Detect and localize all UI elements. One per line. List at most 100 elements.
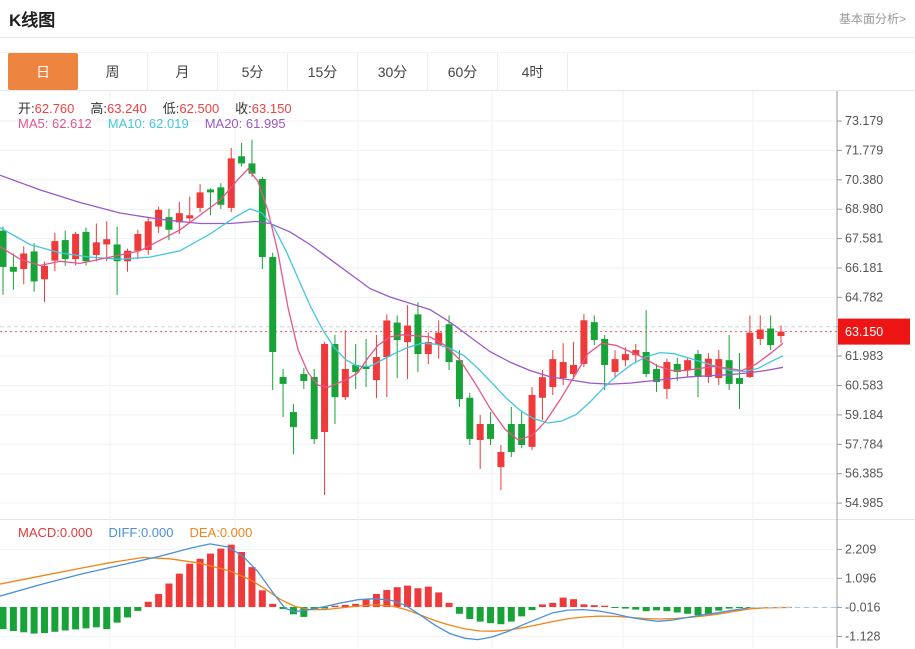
candle-body bbox=[424, 342, 432, 355]
macd-bar bbox=[123, 607, 131, 618]
candle-body bbox=[258, 178, 266, 258]
page-title: K线图 bbox=[9, 11, 56, 30]
macd-bar bbox=[653, 607, 661, 611]
macd-bar bbox=[113, 607, 121, 623]
macd-bar bbox=[736, 607, 744, 608]
candle-body bbox=[289, 412, 297, 428]
tab-period-6[interactable]: 60分 bbox=[428, 53, 498, 90]
price-tick-label: 71.779 bbox=[845, 143, 883, 157]
macd-bar bbox=[362, 599, 370, 607]
macd-chart[interactable]: 2.209 1.096 -0.016 -1.128 bbox=[0, 519, 915, 648]
candle-body bbox=[736, 378, 744, 384]
ma10-line bbox=[0, 208, 784, 424]
macd-tick-label: -1.128 bbox=[845, 629, 880, 643]
candle-body bbox=[227, 158, 235, 208]
candle-body bbox=[372, 357, 380, 381]
candle-body bbox=[487, 424, 495, 439]
macd-bar bbox=[61, 607, 69, 631]
candle-body bbox=[663, 362, 671, 389]
candle-body bbox=[72, 233, 80, 260]
macd-bar bbox=[445, 602, 453, 607]
macd-bar bbox=[331, 605, 339, 607]
tab-period-5[interactable]: 30分 bbox=[358, 53, 428, 90]
tab-period-2[interactable]: 月 bbox=[148, 53, 218, 90]
macd-bar bbox=[725, 607, 733, 609]
candle-body bbox=[725, 360, 733, 384]
candle-body bbox=[341, 368, 349, 398]
macd-bar bbox=[570, 599, 578, 607]
macd-bar bbox=[196, 558, 204, 607]
candle-body bbox=[134, 233, 142, 251]
candle-body bbox=[238, 156, 246, 164]
macd-bar bbox=[424, 586, 432, 607]
macd-bar bbox=[165, 583, 173, 607]
candle-body bbox=[538, 377, 546, 398]
candle-body bbox=[362, 366, 370, 369]
macd-bar bbox=[746, 607, 754, 608]
candle-body bbox=[248, 163, 256, 174]
macd-bar bbox=[559, 597, 567, 607]
candle-body bbox=[269, 257, 277, 352]
candle-body bbox=[684, 360, 692, 371]
macd-bar bbox=[715, 607, 723, 611]
macd-bar bbox=[435, 592, 443, 607]
macd-bar bbox=[590, 605, 598, 607]
price-tick-label: 66.181 bbox=[845, 261, 883, 275]
tab-period-3[interactable]: 5分 bbox=[218, 53, 288, 90]
tab-period-4[interactable]: 15分 bbox=[288, 53, 358, 90]
macd-bar bbox=[694, 607, 702, 616]
macd-bar bbox=[404, 585, 412, 607]
macd-bar bbox=[393, 587, 401, 607]
candles bbox=[0, 139, 785, 495]
dea-line bbox=[0, 556, 793, 632]
candle-body bbox=[694, 354, 702, 377]
macd-bar bbox=[92, 607, 100, 628]
macd-bar bbox=[611, 607, 619, 608]
macd-bar bbox=[580, 604, 588, 607]
macd-bar bbox=[103, 607, 111, 630]
widget-header: K线图 基本面分析> bbox=[0, 0, 915, 38]
macd-bar bbox=[227, 544, 235, 607]
macd-bar bbox=[206, 553, 214, 607]
price-tick-label: 56.385 bbox=[845, 467, 883, 481]
candlestick-chart[interactable]: 73.179 71.779 70.380 68.980 67.581 66.181 64.7… bbox=[0, 91, 915, 519]
candle-body bbox=[673, 363, 681, 372]
candle-body bbox=[404, 325, 412, 343]
price-tick-label: 68.980 bbox=[845, 202, 883, 216]
fundamental-analysis-link[interactable]: 基本面分析> bbox=[838, 12, 906, 26]
candle-body bbox=[746, 332, 754, 377]
macd-bar bbox=[269, 603, 277, 607]
candle-body bbox=[435, 332, 443, 346]
macd-bar bbox=[538, 604, 546, 607]
candle-body bbox=[165, 217, 173, 230]
ma5-line bbox=[0, 167, 784, 441]
macd-bar bbox=[642, 607, 650, 612]
macd-bar bbox=[476, 607, 484, 622]
tab-period-1[interactable]: 周 bbox=[78, 53, 148, 90]
macd-bar bbox=[321, 607, 329, 609]
candle-body bbox=[601, 338, 609, 365]
macd-bar bbox=[30, 607, 38, 634]
macd-bar bbox=[175, 573, 183, 607]
candle-body bbox=[704, 358, 712, 377]
candle-body bbox=[777, 331, 785, 337]
price-tick-label: 73.179 bbox=[845, 114, 883, 128]
macd-bar bbox=[134, 607, 142, 611]
candle-body bbox=[175, 213, 183, 223]
macd-bar bbox=[258, 590, 266, 607]
macd-bar bbox=[455, 607, 463, 614]
macd-bar bbox=[144, 601, 152, 607]
macd-tick-label: -0.016 bbox=[845, 600, 880, 614]
macd-bar bbox=[352, 603, 360, 607]
macd-tick-label: 1.096 bbox=[845, 571, 876, 585]
candle-body bbox=[621, 354, 629, 361]
tab-period-7[interactable]: 4时 bbox=[498, 53, 568, 90]
macd-bar bbox=[300, 607, 308, 617]
candle-body bbox=[715, 359, 723, 379]
price-tick-label: 57.784 bbox=[845, 437, 883, 451]
candle-body bbox=[476, 424, 484, 440]
tab-period-0[interactable]: 日 bbox=[8, 53, 78, 90]
price-tick-label: 59.184 bbox=[845, 408, 883, 422]
macd-bar bbox=[186, 563, 194, 607]
candle-body bbox=[9, 266, 17, 272]
